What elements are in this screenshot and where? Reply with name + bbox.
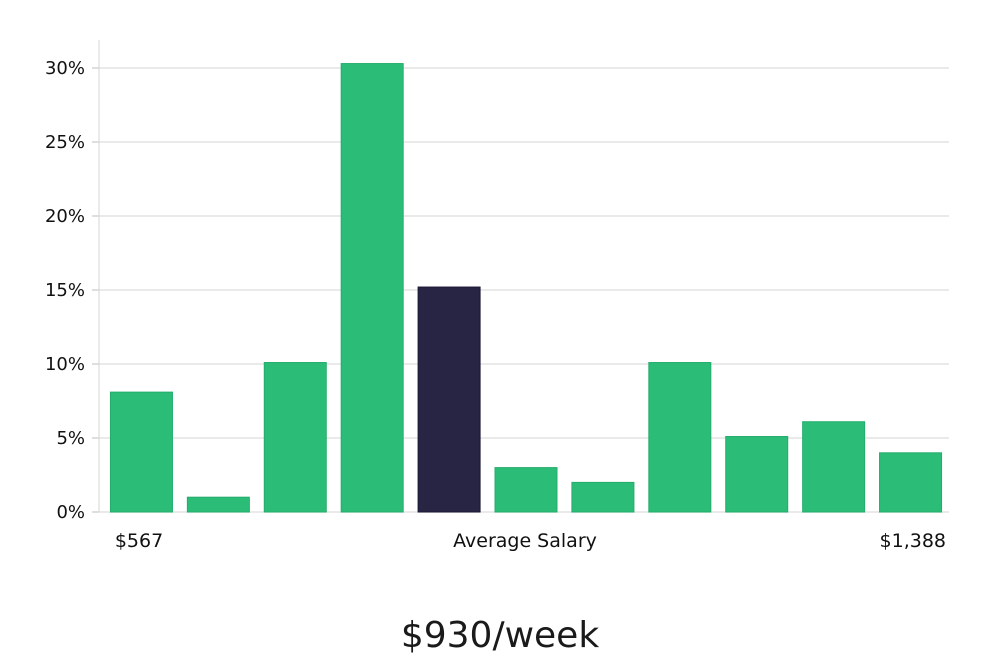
x-min-label: $567 — [115, 530, 163, 552]
y-tick-label: 15% — [45, 280, 85, 301]
bar — [802, 421, 866, 513]
x-axis-label: Average Salary — [453, 530, 597, 552]
bar — [340, 63, 404, 513]
y-tick-label: 30% — [45, 58, 85, 79]
headline-salary: $930/week — [400, 615, 600, 656]
bar — [494, 467, 558, 513]
y-tick-label: 0% — [56, 502, 85, 523]
bar — [648, 362, 712, 513]
bar — [725, 436, 789, 513]
y-axis-ticks: 0% 5% 10% 15% 20% 25% 30% — [45, 58, 99, 523]
bar — [571, 481, 635, 513]
bar — [109, 391, 173, 513]
salary-histogram-chart: 0%5%10%15%20%25%30% $567 Average Salary … — [45, 40, 949, 552]
bar — [263, 362, 327, 513]
bar — [186, 496, 250, 513]
bars — [109, 63, 943, 513]
grid-lines — [99, 67, 949, 513]
y-tick-label: 25% — [45, 132, 85, 153]
y-tick-label: 10% — [45, 354, 85, 375]
x-max-label: $1,388 — [880, 530, 946, 552]
y-tick-label: 20% — [45, 206, 85, 227]
y-tick-label: 5% — [56, 428, 85, 449]
bar — [879, 452, 943, 513]
bar-highlighted — [417, 286, 481, 513]
